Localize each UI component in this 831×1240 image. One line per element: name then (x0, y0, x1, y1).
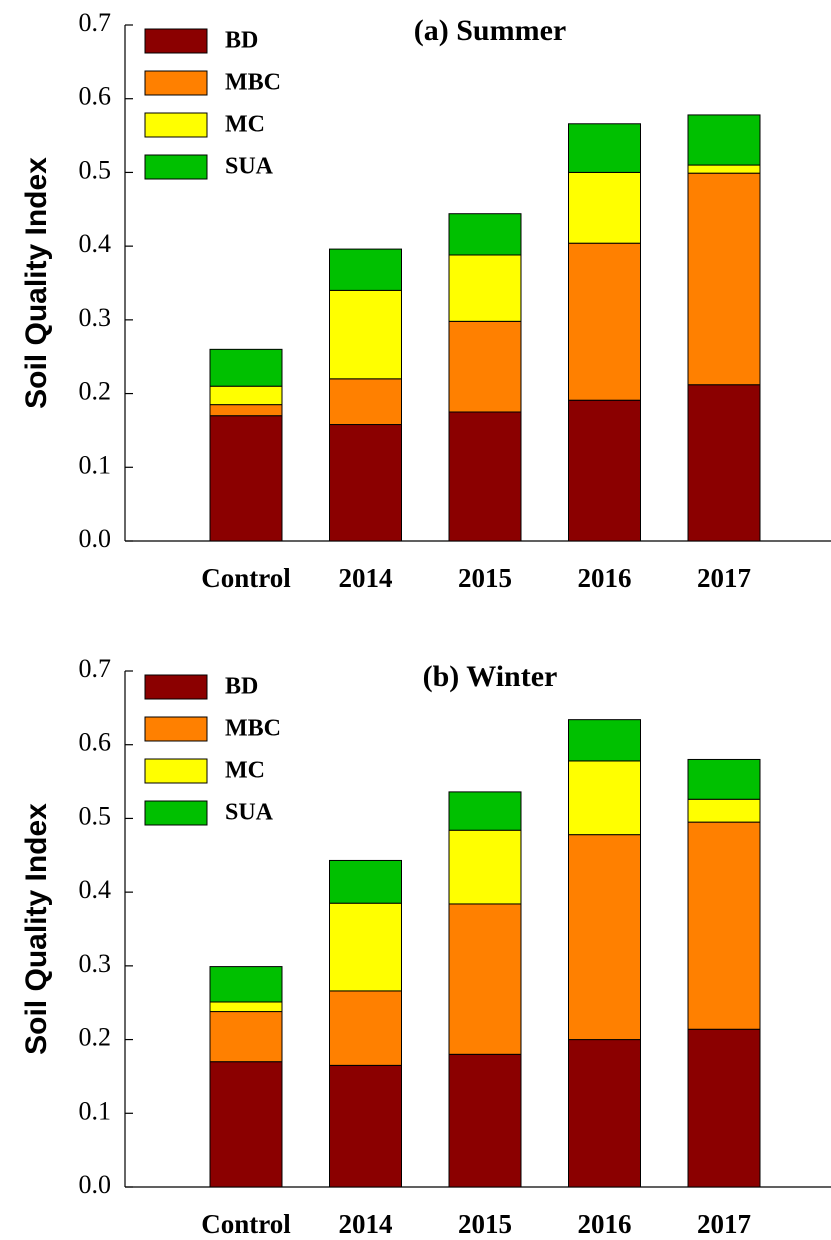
x-tick-label: 2014 (339, 1209, 393, 1239)
bar-segment (687, 384, 761, 542)
bar-segment (687, 798, 761, 823)
bar-segment (568, 719, 641, 762)
bar-segment (687, 172, 761, 386)
bar-segment (448, 411, 522, 542)
bar-segment (448, 320, 522, 413)
legend-label: MC (225, 112, 265, 138)
bar-segment (329, 289, 402, 380)
x-tick-label: 2017 (697, 563, 751, 593)
bar-segment (448, 1053, 522, 1188)
legend-swatch (144, 112, 208, 138)
legend-label: MBC (225, 70, 281, 96)
y-tick-label: 0.6 (79, 728, 112, 757)
legend-label: BD (225, 28, 258, 54)
y-tick-label: 0.0 (79, 524, 112, 553)
x-tick-label: 2016 (578, 563, 632, 593)
bar-segment (209, 404, 283, 417)
bar-segment (687, 758, 761, 800)
bar-segment (209, 1011, 283, 1063)
bar-segment (209, 415, 283, 542)
legend-swatch (144, 28, 208, 54)
bar-segment (687, 821, 761, 1030)
bar-segment (329, 990, 402, 1066)
legend-label: MC (225, 758, 265, 784)
bar-segment (448, 213, 522, 256)
bar-segment (568, 242, 641, 401)
bar-segment (448, 903, 522, 1055)
legend-label: SUA (225, 154, 274, 180)
x-tick-label: Control (201, 1209, 291, 1239)
chart-title: (a) Summer (414, 14, 566, 47)
y-tick-label: 0.5 (79, 155, 112, 184)
bar-segment (329, 424, 402, 542)
bar-segment (687, 1028, 761, 1188)
bar-segment (448, 829, 522, 905)
y-tick-label: 0.2 (79, 1023, 112, 1052)
chart-title: (b) Winter (423, 660, 558, 693)
bar-segment (448, 791, 522, 831)
y-tick-label: 0.4 (79, 229, 112, 258)
legend-label: SUA (225, 800, 274, 826)
bar-segment (448, 254, 522, 322)
bar-segment (209, 1061, 283, 1188)
y-tick-label: 0.1 (79, 1096, 112, 1125)
x-tick-label: Control (201, 563, 291, 593)
legend-swatch (144, 70, 208, 96)
y-tick-label: 0.0 (79, 1170, 112, 1199)
bar-segment (209, 966, 283, 1003)
legend-swatch (144, 758, 208, 784)
x-tick-label: 2015 (458, 1209, 512, 1239)
y-tick-label: 0.3 (79, 303, 112, 332)
bar-segment (329, 902, 402, 992)
bar-segment (568, 760, 641, 836)
legend-label: BD (225, 674, 258, 700)
x-tick-label: 2015 (458, 563, 512, 593)
y-axis-label: Soil Quality Index (20, 157, 53, 409)
bar-segment (329, 378, 402, 426)
bar-segment (687, 164, 761, 174)
y-tick-label: 0.5 (79, 801, 112, 830)
x-tick-label: 2016 (578, 1209, 632, 1239)
y-tick-label: 0.1 (79, 450, 112, 479)
y-tick-label: 0.7 (79, 8, 112, 37)
y-axis-label: Soil Quality Index (20, 803, 53, 1055)
bar-segment (568, 399, 641, 542)
y-tick-label: 0.7 (79, 654, 112, 683)
y-tick-label: 0.2 (79, 377, 112, 406)
y-tick-label: 0.6 (79, 82, 112, 111)
x-tick-label: 2017 (697, 1209, 751, 1239)
chart-panel: Soil Quality Index (b) Winter 0.0 0.1 0.2 0.3… (20, 654, 831, 1239)
bar-segment (687, 114, 761, 166)
bar-segment (209, 1001, 283, 1013)
chart-panel: Soil Quality Index (a) Summer 0.0 0.1 0.2 0.3… (20, 8, 831, 593)
bar-segment (209, 385, 283, 406)
y-tick-label: 0.3 (79, 949, 112, 978)
legend-swatch (144, 716, 208, 742)
legend-swatch (144, 674, 208, 700)
bar-segment (568, 123, 641, 173)
bar-segment (329, 248, 402, 291)
legend-swatch (144, 800, 208, 826)
bar-segment (329, 1064, 402, 1188)
bar-segment (209, 348, 283, 387)
bar-segment (568, 834, 641, 1041)
bar-segment (568, 171, 641, 244)
x-tick-label: 2014 (339, 563, 393, 593)
legend-swatch (144, 154, 208, 180)
bar-segment (329, 859, 402, 904)
legend-label: MBC (225, 716, 281, 742)
bar-segment (568, 1039, 641, 1188)
y-tick-label: 0.4 (79, 875, 112, 904)
